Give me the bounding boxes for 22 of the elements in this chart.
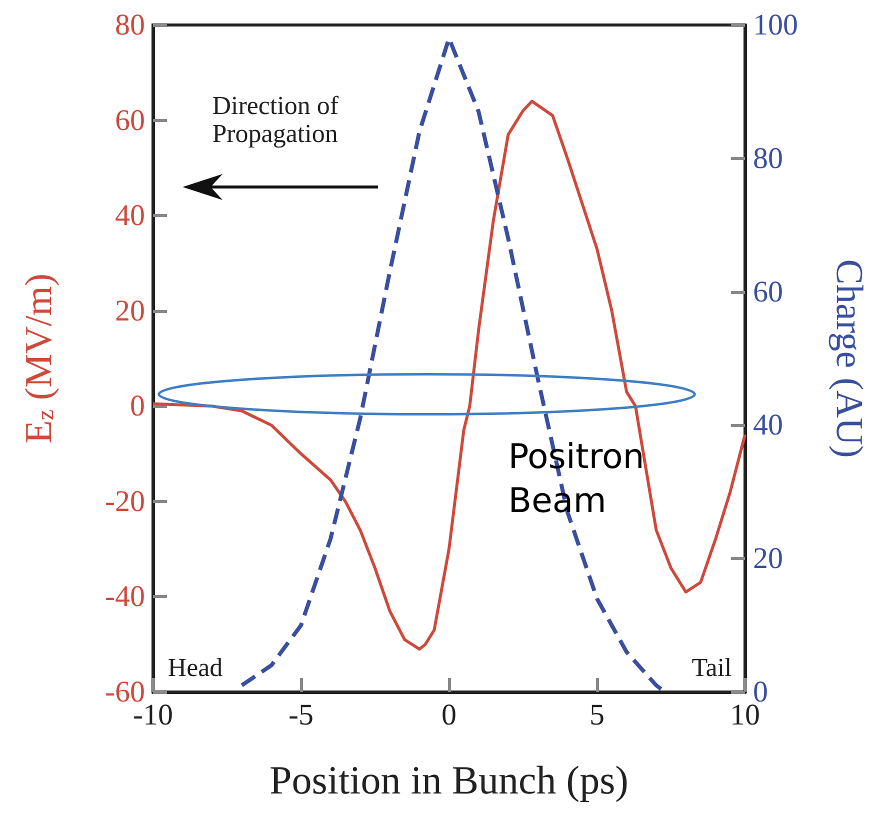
- x-axis-title: Position in Bunch (ps): [270, 758, 628, 802]
- y-tick-label: 40: [115, 199, 145, 232]
- annotation: Tail: [692, 652, 732, 682]
- y-tick-label: 0: [130, 390, 145, 423]
- y-tick-label: 60: [115, 104, 145, 137]
- y-tick-label: 20: [115, 294, 145, 328]
- y2-tick-label: 40: [753, 408, 783, 442]
- annotation: Head: [168, 652, 223, 682]
- annotation: Direction of Propagation: [212, 90, 340, 149]
- y2-tick-label: 100: [753, 8, 798, 42]
- y-tick-label: -40: [105, 580, 145, 614]
- y2-axis-title: Charge (AU): [828, 259, 870, 458]
- y-axis-title: Ez (MV/m): [18, 273, 60, 444]
- x-tick-label: -5: [288, 698, 314, 732]
- annotation: Positron Beam: [508, 436, 646, 523]
- x-tick-label: 0: [442, 698, 456, 732]
- y-tick-label: -20: [105, 484, 145, 518]
- y-tick-label: 80: [115, 8, 145, 42]
- y2-tick-label: 60: [753, 275, 783, 308]
- x-tick-label: 5: [590, 698, 604, 732]
- y2-tick-label: 80: [753, 142, 783, 175]
- y2-tick-label: 20: [753, 542, 783, 576]
